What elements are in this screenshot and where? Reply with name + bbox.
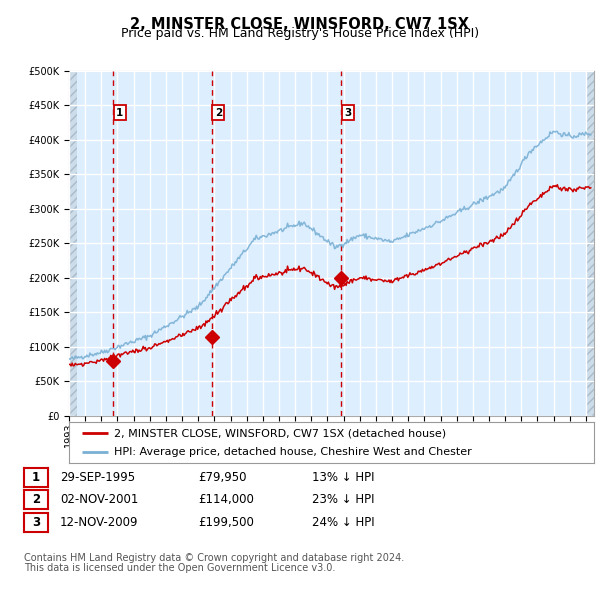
Text: £199,500: £199,500 [198,516,254,529]
Text: 29-SEP-1995: 29-SEP-1995 [60,471,135,484]
Text: 2, MINSTER CLOSE, WINSFORD, CW7 1SX (detached house): 2, MINSTER CLOSE, WINSFORD, CW7 1SX (det… [113,428,446,438]
Text: 3: 3 [344,107,352,117]
Text: 23% ↓ HPI: 23% ↓ HPI [312,493,374,506]
Text: 1: 1 [116,107,124,117]
Text: 2: 2 [32,493,40,506]
Text: This data is licensed under the Open Government Licence v3.0.: This data is licensed under the Open Gov… [24,563,335,573]
Text: 2, MINSTER CLOSE, WINSFORD, CW7 1SX: 2, MINSTER CLOSE, WINSFORD, CW7 1SX [131,17,470,31]
Text: £79,950: £79,950 [198,471,247,484]
Bar [69,71,77,416]
Text: £114,000: £114,000 [198,493,254,506]
Text: 2: 2 [215,107,222,117]
Text: 24% ↓ HPI: 24% ↓ HPI [312,516,374,529]
Text: HPI: Average price, detached house, Cheshire West and Chester: HPI: Average price, detached house, Ches… [113,447,472,457]
Text: Price paid vs. HM Land Registry's House Price Index (HPI): Price paid vs. HM Land Registry's House … [121,27,479,40]
Text: Contains HM Land Registry data © Crown copyright and database right 2024.: Contains HM Land Registry data © Crown c… [24,553,404,563]
Text: 3: 3 [32,516,40,529]
Text: 1: 1 [32,471,40,484]
Text: 13% ↓ HPI: 13% ↓ HPI [312,471,374,484]
Text: 12-NOV-2009: 12-NOV-2009 [60,516,139,529]
Bar [586,71,594,416]
Text: 02-NOV-2001: 02-NOV-2001 [60,493,139,506]
